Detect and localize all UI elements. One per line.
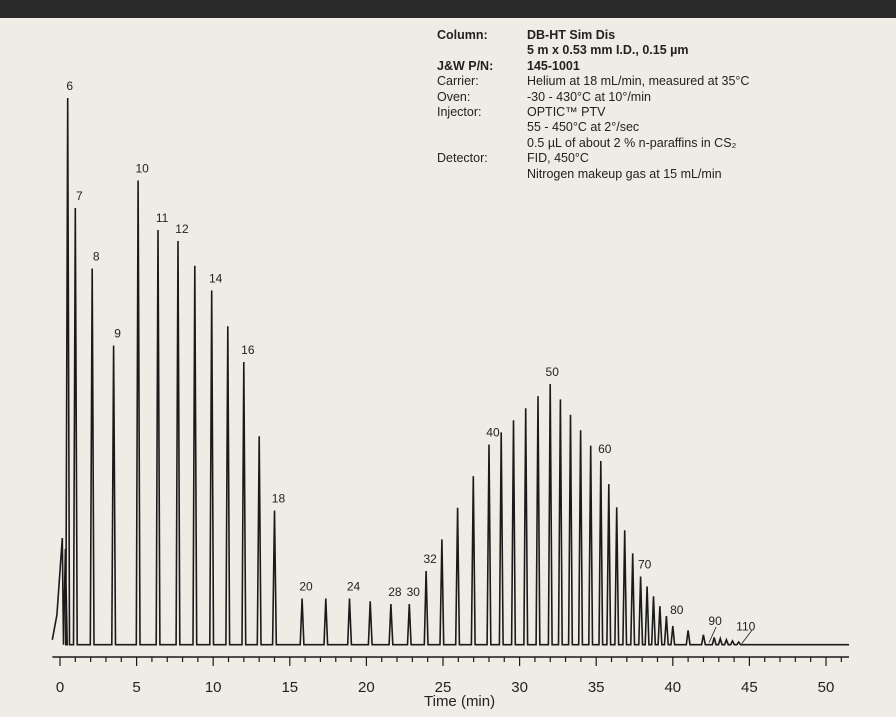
parameter-label: Carrier:: [437, 74, 479, 89]
parameter-row: J&W P/N: 145-1001: [437, 59, 749, 74]
x-tick-label: 30: [511, 679, 528, 696]
peak-label: 18: [272, 492, 286, 506]
x-tick-label: 20: [358, 679, 375, 696]
parameter-row: Carrier: Helium at 18 mL/min, measured at…: [437, 74, 749, 89]
x-tick-label: 10: [205, 679, 222, 696]
parameter-row: 5 m x 0.53 mm I.D., 0.15 µm: [437, 43, 749, 58]
peak-label: 16: [241, 343, 255, 357]
instrument-parameters: Column: DB-HT Sim Dis 5 m x 0.53 mm I.D., …: [437, 28, 749, 182]
parameter-row: Oven: -30 - 430°C at 10°/min: [437, 90, 749, 105]
peak-label: 28: [388, 585, 402, 599]
peak-label: 7: [76, 189, 83, 203]
x-tick-label: 25: [435, 679, 452, 696]
x-tick-label: 35: [588, 679, 605, 696]
parameter-value: 0.5 µL of about 2 % n-paraffins in CS₂: [527, 135, 737, 150]
peak-label: 80: [670, 603, 684, 617]
peak-label: 14: [209, 272, 223, 286]
parameter-value: FID, 450°C: [527, 151, 589, 166]
peak-label: 110: [736, 620, 755, 634]
parameter-value: DB-HT Sim Dis: [527, 28, 616, 42]
parameter-label: Detector:: [437, 151, 488, 166]
chromatogram-trace: [51, 97, 849, 646]
peak-label: 90: [708, 614, 722, 628]
peak-label: 8: [93, 250, 100, 264]
parameter-value: 145-1001: [527, 58, 580, 73]
x-axis-title: Time (min): [424, 693, 496, 710]
peak-label: 11: [156, 211, 169, 225]
peak-leader-line: [708, 626, 717, 643]
parameter-row: 0.5 µL of about 2 % n-paraffins in CS₂: [437, 136, 749, 151]
x-tick-label: 50: [818, 679, 835, 696]
top-dark-strip: [0, 0, 896, 18]
parameter-row: Detector: FID, 450°C: [437, 151, 749, 166]
parameter-value: 5 m x 0.53 mm I.D., 0.15 µm: [527, 43, 689, 58]
parameter-value: Nitrogen makeup gas at 15 mL/min: [527, 166, 722, 181]
parameter-label: Injector:: [437, 105, 482, 120]
peak-label: 40: [486, 426, 500, 440]
peak-label: 70: [638, 558, 652, 572]
chart-paper: [0, 18, 896, 717]
parameter-row: Nitrogen makeup gas at 15 mL/min: [437, 167, 749, 182]
parameter-row: Injector: OPTIC™ PTV: [437, 105, 749, 120]
x-tick-label: 0: [56, 679, 64, 696]
x-tick-label: 5: [132, 679, 140, 696]
parameter-value: -30 - 430°C at 10°/min: [527, 89, 651, 104]
peak-leader-line: [741, 630, 753, 644]
x-tick-label: 45: [741, 679, 758, 696]
peak-label: 6: [66, 79, 73, 93]
parameter-label: J&W P/N:: [437, 58, 494, 73]
peak-label: 24: [347, 580, 361, 594]
parameter-label: Oven:: [437, 89, 471, 104]
parameter-row: Column: DB-HT Sim Dis: [437, 28, 749, 43]
peak-label: 30: [407, 585, 421, 599]
parameter-row: 55 - 450°C at 2°/sec: [437, 120, 749, 135]
x-tick-label: 40: [664, 679, 681, 696]
peak-label: 12: [175, 222, 189, 236]
peak-label: 32: [423, 552, 437, 566]
parameter-value: 55 - 450°C at 2°/sec: [527, 120, 640, 135]
peak-label: 10: [135, 162, 149, 176]
parameter-value: OPTIC™ PTV: [527, 105, 606, 120]
parameter-value: Helium at 18 mL/min, measured at 35°C: [527, 74, 750, 89]
peak-label: 20: [299, 580, 313, 594]
peak-label: 9: [114, 327, 121, 341]
peak-label: 50: [546, 365, 560, 379]
x-tick-label: 15: [281, 679, 298, 696]
parameter-label: Column:: [437, 28, 488, 42]
peak-label: 60: [598, 442, 612, 456]
